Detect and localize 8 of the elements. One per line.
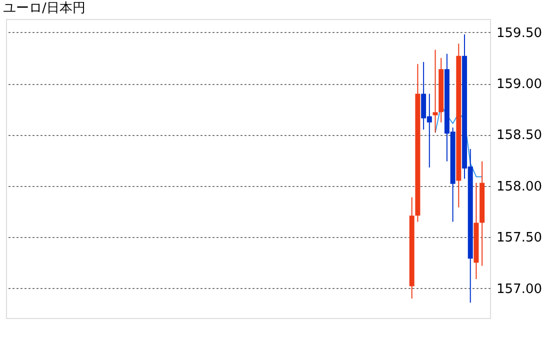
y-tick-label: 158.50: [496, 128, 542, 144]
chart-title: ユーロ/日本円: [3, 1, 86, 16]
y-tick-label: 159.50: [496, 26, 542, 41]
y-tick-label: 157.50: [496, 230, 542, 246]
y-tick-label: 158.00: [496, 179, 542, 194]
candlestick: [432, 49, 438, 134]
y-tick-label: 159.00: [496, 77, 542, 92]
y-tick-label: 157.00: [496, 282, 542, 297]
